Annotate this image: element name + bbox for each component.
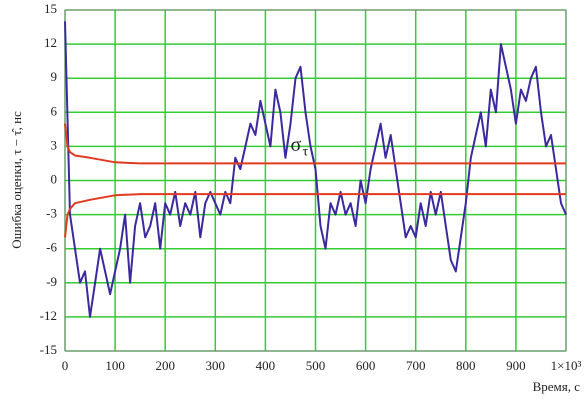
annotation: σ (290, 134, 301, 156)
x-tick-label: 900 (506, 358, 526, 373)
y-tick-label: 12 (44, 35, 57, 50)
plot-border (64, 9, 567, 352)
x-tick-label: 800 (456, 358, 476, 373)
x-tick-label: 700 (406, 358, 426, 373)
y-tick-label: 3 (51, 137, 58, 152)
x-tick-label: 200 (155, 358, 175, 373)
line (64, 21, 567, 318)
x-tick-label: 300 (206, 358, 226, 373)
annotation-subscript: τ (302, 145, 308, 160)
x-tick-label: 500 (306, 358, 326, 373)
y-tick-label: -3 (46, 206, 57, 221)
x-tick-label: 400 (256, 358, 276, 373)
x-axis-label: Время, с (533, 379, 581, 394)
y-tick-label: 9 (51, 69, 58, 84)
y-tick-label: 15 (44, 1, 57, 16)
x-tick-label: 0 (62, 358, 69, 373)
x-tick-label: 1×10³ (551, 358, 582, 373)
y-tick-label: 6 (51, 103, 58, 118)
x-tick-label: 100 (105, 358, 125, 373)
y-axis-label: Ошибка оценки, τ − τ̂, нс (9, 111, 24, 249)
x-tick-label: 600 (356, 358, 376, 373)
line (64, 193, 566, 238)
y-tick-label: 0 (51, 171, 58, 186)
y-tick-label: -15 (40, 342, 57, 357)
y-tick-label: -12 (40, 308, 57, 323)
line (64, 123, 566, 165)
y-tick-label: -6 (46, 240, 57, 255)
y-tick-label: -9 (46, 274, 57, 289)
